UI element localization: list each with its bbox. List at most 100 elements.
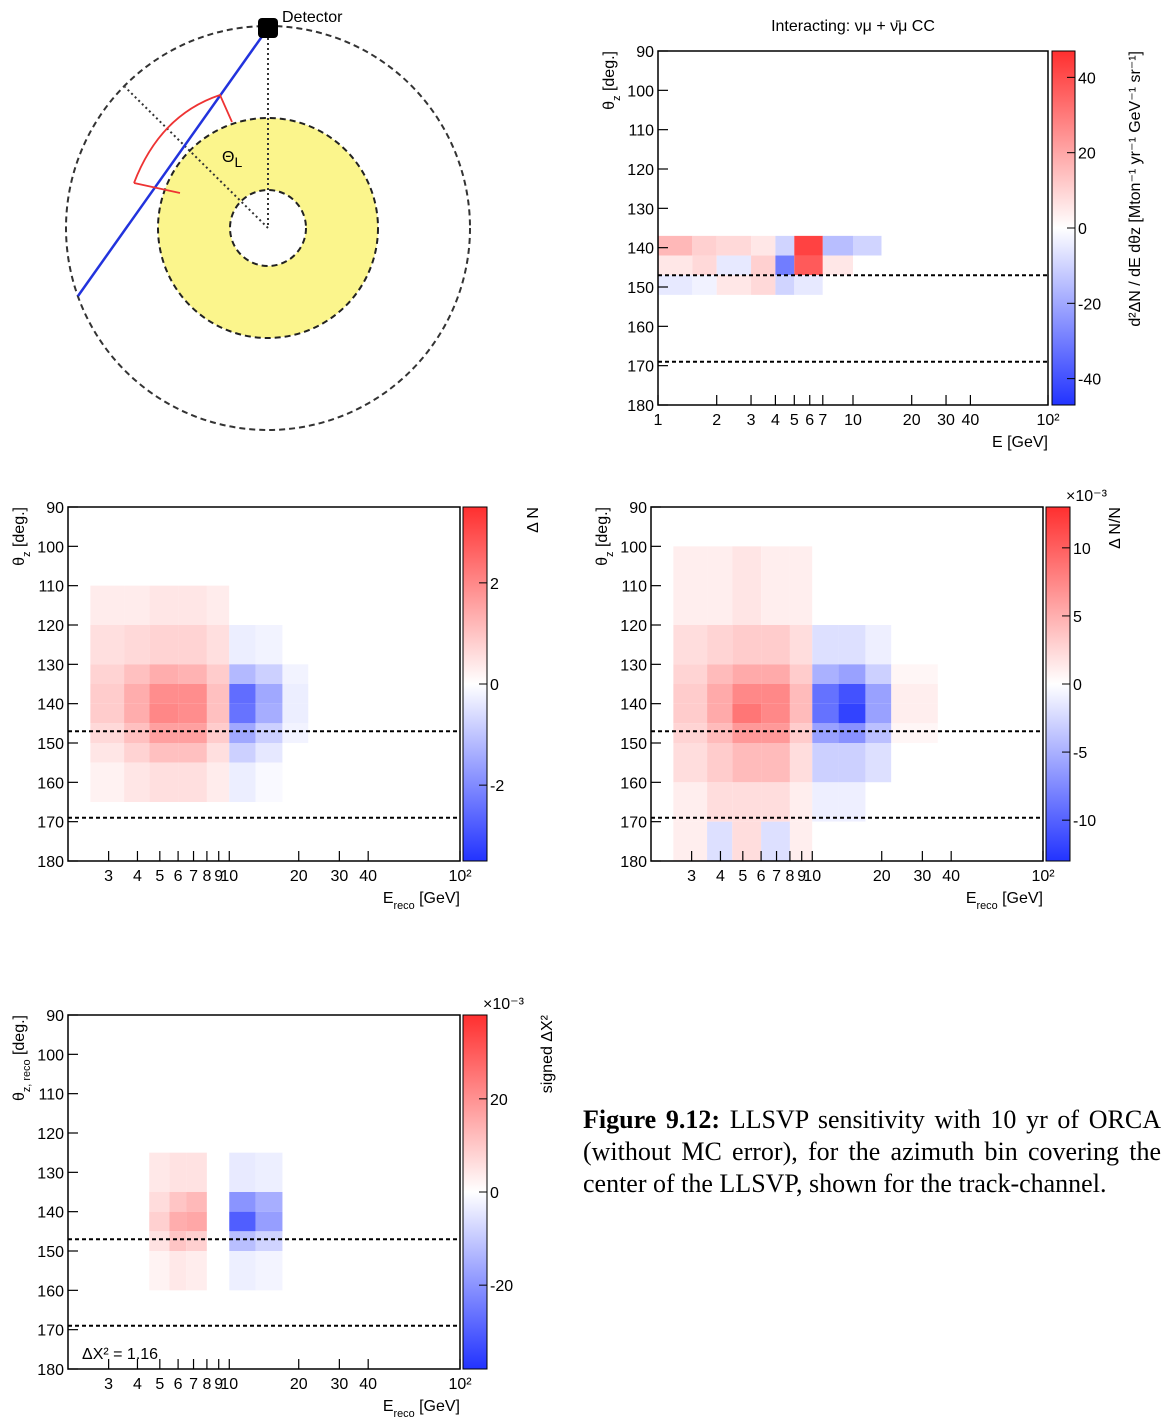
heat-cell — [789, 684, 813, 704]
earth-diagram: Detector ΘL — [65, 9, 471, 431]
heat-cell — [178, 723, 207, 743]
detector — [258, 18, 278, 38]
heat-cell — [169, 1192, 187, 1212]
heat-cell — [169, 1152, 187, 1192]
heat-cell — [761, 546, 790, 625]
perp-line — [124, 86, 269, 229]
heat-cell — [229, 684, 256, 704]
x-tick-label: 1 — [654, 412, 663, 429]
y-axis-label-rest: [deg.] — [11, 507, 28, 551]
x-tick-label: 7 — [772, 868, 781, 885]
x-tick-label: 4 — [771, 412, 780, 429]
y-axis-label-sub: z — [611, 95, 623, 100]
y-tick-label: 170 — [620, 815, 647, 832]
heat-cell — [206, 625, 230, 665]
y-tick-label: 130 — [620, 657, 647, 674]
heat-cell — [732, 743, 762, 783]
heat-cell — [206, 585, 230, 625]
heat-cell — [124, 703, 150, 724]
x-tick-label: 20 — [873, 868, 891, 885]
heat-cell — [206, 743, 230, 763]
heat-cell — [206, 1192, 230, 1212]
heat-cell — [707, 625, 733, 665]
heat-cell — [229, 1152, 256, 1192]
y-tick-label: 100 — [37, 1047, 64, 1064]
x-tick-label: 6 — [174, 868, 183, 885]
x-tick-label: 5 — [155, 868, 164, 885]
heat-cell — [716, 255, 752, 276]
heat-cell — [732, 546, 762, 625]
heat-cell — [149, 684, 179, 704]
x-tick-label: 2 — [712, 412, 721, 429]
x-tick-label: 40 — [942, 868, 960, 885]
heat-cell — [149, 664, 179, 684]
y-tick-label: 170 — [627, 359, 654, 376]
heat-cell — [707, 546, 733, 625]
heat-cell — [124, 762, 150, 802]
y-axis-label-rest: [deg.] — [11, 1015, 28, 1059]
y-tick-label: 180 — [37, 1362, 64, 1379]
heat-cell — [206, 762, 230, 802]
heat-cell — [707, 743, 733, 783]
heat-cell — [206, 703, 230, 724]
x-tick-label: 40 — [359, 868, 377, 885]
heat-cell — [761, 743, 790, 783]
heat-cell — [229, 762, 256, 802]
heat-cell — [124, 743, 150, 763]
x-tick-label: 20 — [290, 1376, 308, 1393]
y-axis-label-sub: z, reco — [21, 1059, 33, 1092]
x-axis-label-main: E — [966, 890, 977, 907]
colorbar-tick-label: -10 — [1073, 813, 1096, 830]
heat-cell — [90, 743, 125, 763]
heat-cell — [124, 585, 150, 625]
heat-cell — [282, 743, 309, 763]
y-tick-label: 180 — [627, 398, 654, 415]
heat-cell — [178, 743, 207, 763]
heat-cell — [673, 821, 708, 861]
x-tick-label: 5 — [790, 412, 799, 429]
heat-cell — [775, 255, 795, 276]
x-tick-label: 10 — [803, 868, 821, 885]
heat-cell — [149, 1192, 170, 1212]
y-axis-label: θz [deg.] — [594, 507, 616, 566]
colorbar-tick-label: 20 — [490, 1092, 508, 1109]
heat-cell — [206, 723, 230, 743]
heat-cell — [716, 275, 752, 295]
heat-cell — [812, 723, 839, 743]
y-tick-label: 160 — [627, 319, 654, 336]
colorbar-label: d²ΔN / dE dθz [Mton⁻¹ yr⁻¹ GeV⁻¹ sr⁻¹] — [1127, 51, 1144, 327]
colorbar-label: signed ΔX² — [539, 1014, 556, 1093]
heat-cell — [186, 1152, 207, 1192]
x-tick-label: 30 — [913, 868, 931, 885]
heat-cell — [838, 664, 866, 684]
colorbar-tick-label: 0 — [1078, 221, 1087, 238]
heat-cell — [812, 782, 839, 822]
y-tick-label: 150 — [627, 280, 654, 297]
y-axis-label: θz [deg.] — [11, 507, 33, 566]
heat-cell — [282, 762, 309, 802]
heat-cell — [865, 664, 892, 684]
angle-symbol: Θ — [222, 149, 234, 166]
heat-cell — [865, 684, 892, 704]
heat-cell — [255, 1192, 283, 1212]
y-axis-label-rest: [deg.] — [594, 507, 611, 551]
heat-cell — [673, 723, 708, 743]
heat-cell — [282, 585, 309, 625]
heat-cell — [761, 782, 790, 822]
y-axis-label-main: θ — [601, 101, 618, 110]
y-tick-label: 100 — [620, 539, 647, 556]
colorbar-tick-label: 0 — [1073, 677, 1082, 694]
heat-cell — [761, 684, 790, 704]
colorbar-tick-label: 40 — [1078, 70, 1096, 87]
heat-cell — [789, 821, 813, 861]
colorbar-tick-label: -40 — [1078, 372, 1101, 389]
x-axis-label-rest: [GeV] — [415, 890, 460, 907]
heat-cell — [865, 821, 892, 861]
annotation: ΔX² = 1.16 — [82, 1346, 158, 1363]
x-tick-label: 40 — [962, 412, 980, 429]
y-tick-label: 150 — [37, 736, 64, 753]
heat-cell — [169, 1251, 187, 1291]
y-tick-label: 180 — [37, 854, 64, 871]
heat-cell — [229, 664, 256, 684]
